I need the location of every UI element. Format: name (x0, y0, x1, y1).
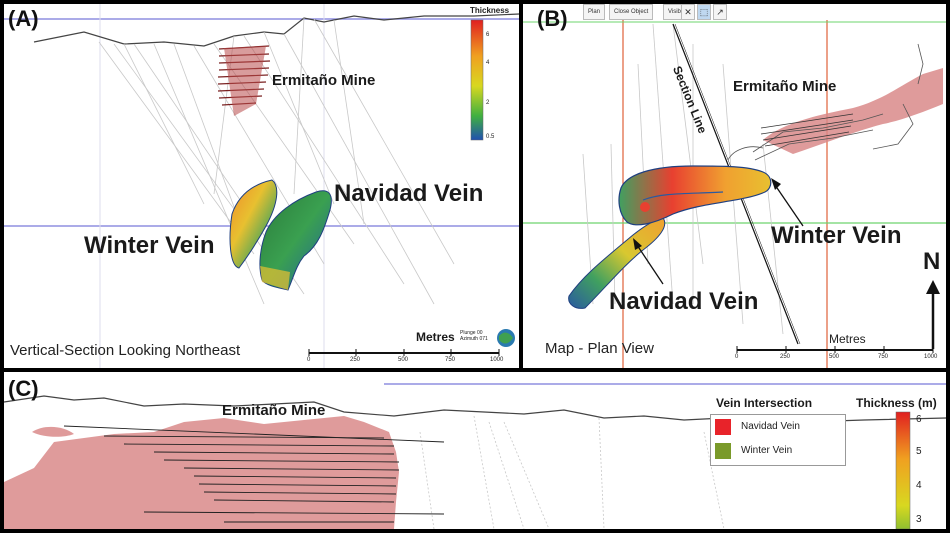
thickness-colorbar-title: Thickness (470, 6, 510, 15)
vein-intersection-legend: Navidad Vein Winter Vein (710, 414, 846, 466)
toolbar-plan-button[interactable]: Plan (583, 4, 606, 20)
ermitano-mine-label: Ermitaño Mine (733, 78, 837, 95)
legend-item-winter: Winter Vein (741, 445, 793, 456)
colorbar-tick: 6 (486, 32, 490, 38)
panel-b-graphic (523, 20, 946, 368)
panel-c-graphic (4, 383, 946, 529)
scale-tick: 750 (878, 354, 889, 360)
panel-a-label: (A) (8, 6, 39, 31)
panel-a-caption: Vertical-Section Looking Northeast (10, 342, 241, 359)
panel-b-caption: Map - Plan View (545, 340, 654, 357)
toolbar-close-object-button[interactable]: Close Object (609, 4, 654, 20)
ermitano-mine-label: Ermitaño Mine (272, 72, 376, 89)
colorbar-tick: 4 (486, 60, 490, 66)
scale-tick: 250 (350, 357, 361, 363)
scale-tick: 1000 (490, 357, 504, 363)
winter-vein-label: Winter Vein (771, 222, 902, 249)
scale-tick: 250 (780, 354, 791, 360)
colorbar-tick: 4 (916, 480, 922, 491)
scale-tick: 1000 (924, 354, 938, 360)
scale-unit-label: Metres (416, 330, 455, 344)
panel-c-long-section: (C) Ermitaño Mine Vein Intersection Navi… (4, 372, 946, 529)
colorbar-tick: 5 (916, 446, 922, 457)
panel-c-label: (C) (8, 376, 39, 401)
navidad-vein-label: Navidad Vein (334, 180, 484, 207)
pointer-tool-icon[interactable]: ↗ (713, 4, 727, 20)
colorbar-tick: 6 (916, 414, 922, 425)
scale-tick: 500 (829, 354, 840, 360)
scale-tick: 500 (398, 357, 409, 363)
legend-item-navidad: Navidad Vein (741, 421, 800, 432)
vein-intersection-legend-title: Vein Intersection (716, 396, 813, 410)
navidad-vein-swatch (715, 419, 731, 435)
ermitano-mine-label: Ermitaño Mine (222, 402, 326, 419)
select-tool-icon[interactable]: ⬚ (697, 4, 711, 20)
orientation-text: Plunge 00 Azimuth 071 (460, 330, 488, 342)
navidad-vein-label: Navidad Vein (609, 288, 759, 315)
colorbar-tick: 2 (486, 100, 490, 106)
scale-tick: 0 (735, 354, 739, 360)
scale-tick: 750 (445, 357, 456, 363)
scale-unit-label: Metres (829, 332, 866, 346)
winter-vein-label: Winter Vein (84, 232, 215, 259)
colorbar-tick: 0.5 (486, 134, 495, 140)
north-arrow-label: N (923, 248, 941, 275)
panel-a-graphic (4, 4, 519, 368)
panel-a-vertical-section: (A) Ermitaño Mine Navidad Vein Winter Ve… (4, 4, 519, 368)
scale-tick: 0 (307, 357, 311, 363)
panel-b-label: (B) (537, 6, 568, 31)
winter-vein-swatch (715, 443, 731, 459)
colorbar-tick: 3 (916, 514, 922, 525)
panel-b-plan-view: Plan Close Object Visibility ✕ ⬚ ↗ (B) S… (523, 4, 946, 368)
cross-tool-icon[interactable]: ✕ (681, 4, 695, 20)
thickness-colorbar-title: Thickness (m) (856, 396, 937, 410)
